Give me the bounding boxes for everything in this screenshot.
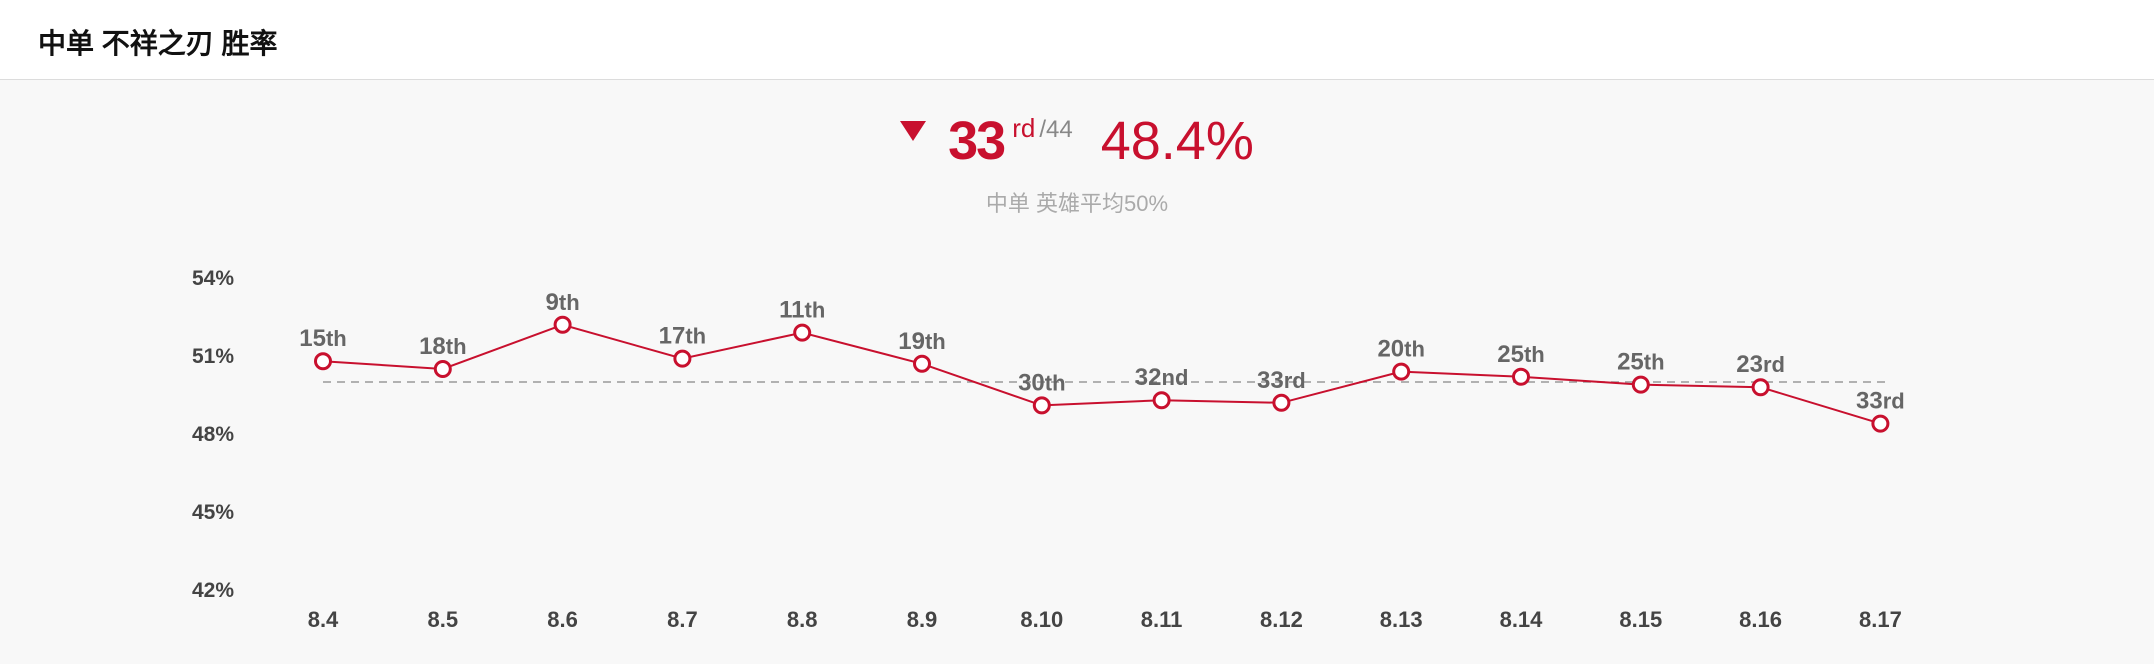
- average-note: 中单 英雄平均50%: [985, 191, 1169, 216]
- down-triangle-icon: [900, 121, 927, 141]
- point-rank-label: 30th: [1018, 369, 1065, 396]
- x-tick-label: 8.7: [667, 607, 698, 632]
- data-point: [314, 352, 332, 371]
- data-point: [913, 354, 931, 373]
- x-tick-label: 8.17: [1859, 607, 1902, 632]
- rank-total: /44: [1039, 116, 1073, 143]
- data-point: [553, 315, 572, 334]
- data-point: [1032, 396, 1051, 415]
- point-rank-label: 25th: [1617, 349, 1664, 376]
- x-tick-label: 8.5: [428, 607, 459, 632]
- x-tick-label: 8.9: [907, 607, 938, 632]
- page-title: 中单 不祥之刃 胜率: [38, 28, 278, 59]
- point-rank-label: 20th: [1377, 336, 1424, 363]
- x-axis: 8.4 8.5 8.6 8.7 8.8 8.9 8.10 8.11 8.12 8.13 8.14 8.…: [308, 607, 1902, 632]
- data-point: [1272, 393, 1291, 412]
- data-point: [793, 323, 812, 342]
- point-rank-label: 32nd: [1135, 364, 1189, 391]
- x-tick-label: 8.11: [1141, 607, 1183, 632]
- rank-suffix: rd: [1012, 113, 1036, 143]
- x-tick-label: 8.15: [1619, 607, 1662, 632]
- win-rate-value: 48.4%: [1100, 111, 1254, 171]
- x-tick-label: 8.12: [1260, 607, 1303, 632]
- data-point: [1631, 375, 1650, 394]
- point-rank-label: 17th: [659, 323, 706, 350]
- x-tick-label: 8.8: [787, 607, 818, 632]
- data-point: [1392, 362, 1411, 381]
- y-tick-label: 51%: [192, 345, 234, 368]
- x-tick-label: 8.13: [1380, 607, 1423, 632]
- x-tick-label: 8.6: [547, 607, 578, 632]
- point-rank-label: 23rd: [1736, 351, 1785, 378]
- y-tick-label: 48%: [192, 423, 234, 446]
- point-labels: 15th 18th 9th 17th 11th 19th 30th 32nd 33rd 20th 2…: [299, 289, 1904, 415]
- data-point: [433, 360, 452, 378]
- x-tick-label: 8.14: [1500, 607, 1544, 632]
- point-rank-label: 9th: [546, 289, 580, 316]
- x-tick-label: 8.10: [1020, 607, 1063, 632]
- point-rank-label: 18th: [419, 333, 466, 360]
- series-line: [322, 323, 1881, 425]
- data-point: [1512, 367, 1530, 386]
- x-tick-label: 8.16: [1739, 607, 1782, 632]
- page-header: 中单 不祥之刃 胜率: [0, 0, 2154, 80]
- y-tick-label: 54%: [192, 267, 234, 290]
- data-point: [673, 349, 692, 368]
- point-rank-label: 19th: [898, 328, 945, 355]
- data-point: [1871, 414, 1890, 433]
- point-rank-label: 11th: [779, 297, 825, 324]
- point-rank-label: 33rd: [1856, 388, 1905, 415]
- y-tick-label: 45%: [192, 501, 234, 524]
- point-rank-label: 25th: [1497, 341, 1544, 368]
- y-tick-label: 42%: [192, 579, 234, 602]
- rank-value: 33: [948, 111, 1006, 171]
- data-points: [314, 315, 1890, 433]
- point-rank-label: 15th: [299, 325, 346, 352]
- x-tick-label: 8.4: [308, 607, 339, 632]
- data-point: [1751, 378, 1770, 397]
- point-rank-label: 33rd: [1257, 367, 1306, 394]
- data-point: [1152, 391, 1171, 410]
- y-axis: 54% 51% 48% 45% 42%: [192, 267, 234, 602]
